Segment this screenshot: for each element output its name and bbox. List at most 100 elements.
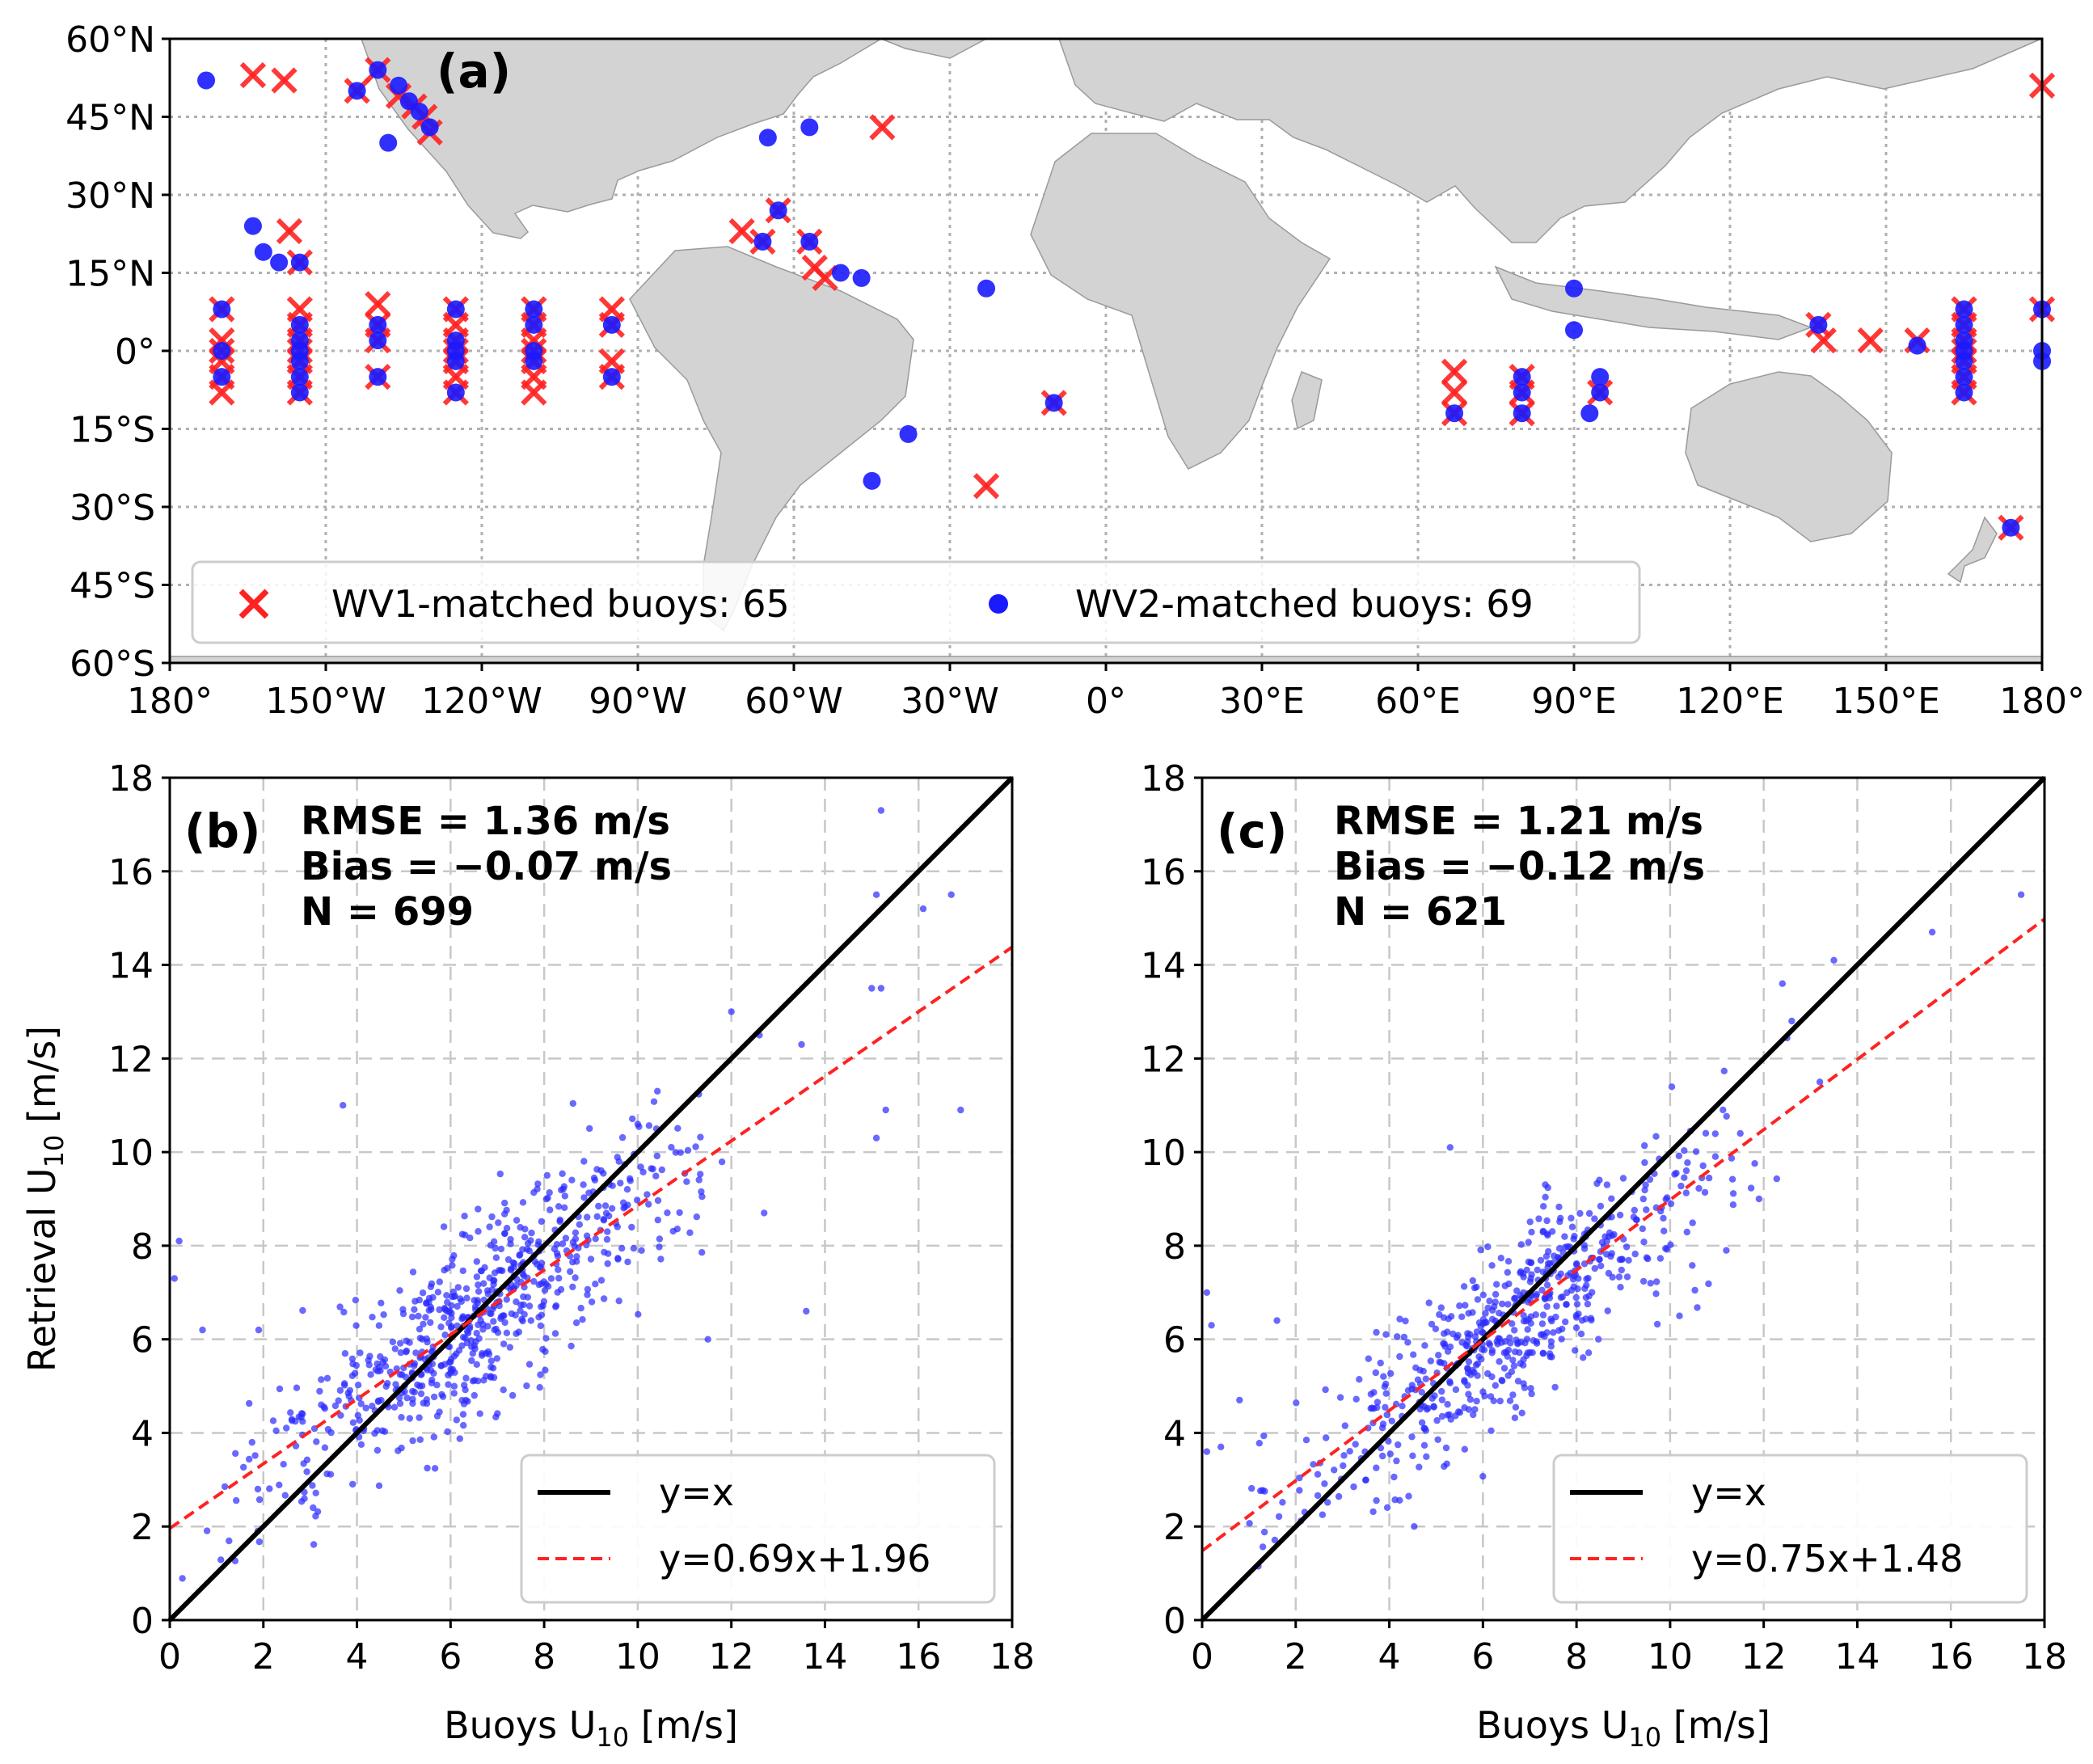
scatter-point	[1408, 1386, 1416, 1393]
scatter-point	[430, 1433, 437, 1441]
scatter-point	[1608, 1195, 1615, 1202]
scatter-point	[1816, 1078, 1824, 1086]
scatter-point	[654, 1216, 661, 1224]
map-x-tick-label: 180°	[127, 681, 213, 722]
scatter-point	[1544, 1184, 1551, 1192]
scatter-point	[395, 1394, 403, 1402]
scatter-point	[1463, 1343, 1471, 1350]
scatter-point	[718, 1158, 726, 1166]
scatter-point	[1418, 1389, 1426, 1396]
scatter-point	[478, 1267, 485, 1275]
scatter-point	[281, 1492, 289, 1499]
scatter-point	[487, 1357, 495, 1365]
scatter-point	[430, 1393, 438, 1401]
scatter-point	[605, 1250, 612, 1257]
scatter-point	[428, 1306, 435, 1313]
y-tick-label: 16	[1141, 852, 1186, 893]
scatter-point	[179, 1575, 186, 1582]
scatter-point	[1425, 1299, 1433, 1306]
scatter-point	[373, 1446, 382, 1454]
scatter-point	[337, 1412, 344, 1420]
scatter-point	[362, 1404, 369, 1412]
scatter-point	[580, 1194, 588, 1201]
wv2-buoy-marker	[758, 129, 777, 147]
scatter-point	[1543, 1281, 1551, 1289]
panel-b-bias: Bias = −0.07 m/s	[301, 844, 672, 889]
land-africa	[1030, 133, 1331, 470]
wv2-buoy-marker	[769, 201, 787, 220]
scatter-point	[406, 1339, 413, 1346]
scatter-point	[482, 1349, 490, 1357]
scatter-point	[369, 1314, 376, 1321]
scatter-point	[1520, 1356, 1527, 1364]
scatter-point	[1705, 1174, 1713, 1182]
scatter-point	[1437, 1304, 1445, 1311]
scatter-point	[327, 1429, 335, 1437]
scatter-point	[1552, 1313, 1559, 1321]
scatter-point	[1479, 1291, 1487, 1299]
scatter-point	[1573, 1301, 1581, 1308]
scatter-point	[559, 1170, 566, 1178]
wv2-buoy-marker	[379, 133, 398, 152]
map-x-tick-label: 30°E	[1219, 681, 1305, 722]
scatter-point	[1323, 1434, 1330, 1441]
scatter-point	[1479, 1346, 1486, 1353]
scatter-point	[484, 1290, 492, 1298]
scatter-point	[464, 1398, 471, 1405]
scatter-point	[601, 1202, 610, 1209]
scatter-point	[1504, 1268, 1512, 1277]
scatter-point	[297, 1498, 306, 1505]
scatter-point	[416, 1325, 424, 1333]
scatter-point	[1729, 1201, 1737, 1209]
scatter-point	[1570, 1283, 1577, 1290]
scatter-point	[434, 1289, 442, 1296]
scatter-point	[1545, 1247, 1552, 1255]
scatter-point	[1699, 1162, 1707, 1170]
x-tick-label: 2	[1285, 1636, 1307, 1677]
scatter-point	[1561, 1233, 1568, 1240]
scatter-point	[1420, 1424, 1428, 1432]
scatter-point	[461, 1213, 468, 1220]
scatter-point	[645, 1122, 653, 1129]
scatter-point	[1643, 1206, 1650, 1213]
scatter-point	[1473, 1397, 1480, 1405]
scatter-point	[349, 1480, 357, 1488]
scatter-point	[635, 1123, 643, 1130]
scatter-point	[1656, 1255, 1665, 1262]
scatter-point	[352, 1322, 360, 1329]
scatter-point	[1580, 1354, 1587, 1361]
scatter-point	[535, 1281, 542, 1289]
scatter-point	[1444, 1348, 1452, 1355]
scatter-point	[1751, 1160, 1758, 1167]
scatter-point	[576, 1221, 583, 1228]
scatter-point	[652, 1172, 660, 1180]
scatter-point	[1559, 1293, 1567, 1301]
scatter-point	[1539, 1331, 1547, 1338]
scatter-point	[396, 1287, 403, 1294]
scatter-point	[357, 1400, 365, 1407]
scatter-point	[525, 1302, 534, 1310]
scatter-point	[409, 1387, 416, 1395]
scatter-point	[492, 1413, 500, 1421]
scatter-point	[654, 1196, 662, 1205]
wv2-buoy-marker	[602, 315, 621, 334]
scatter-point	[1543, 1217, 1551, 1225]
scatter-point	[254, 1485, 262, 1493]
scatter-point	[365, 1361, 373, 1369]
scatter-point	[327, 1471, 335, 1478]
scatter-point	[357, 1441, 365, 1449]
map-legend-box	[191, 560, 1641, 644]
scatter-point	[1393, 1457, 1400, 1465]
scatter-point	[487, 1363, 495, 1371]
scatter-point	[1644, 1255, 1652, 1263]
wv1-buoy-marker	[1441, 379, 1468, 406]
wv2-buoy-marker	[525, 352, 543, 370]
x-tick-label: 4	[346, 1636, 369, 1677]
scatter-point	[1537, 1256, 1545, 1264]
wv2-buoy-marker	[290, 352, 309, 370]
wv2-buoy-marker	[863, 471, 881, 490]
scatter-point	[463, 1294, 471, 1302]
scatter-point	[1667, 1241, 1674, 1248]
wv2-buoy-marker	[1955, 383, 1973, 402]
scatter-point	[336, 1303, 344, 1310]
